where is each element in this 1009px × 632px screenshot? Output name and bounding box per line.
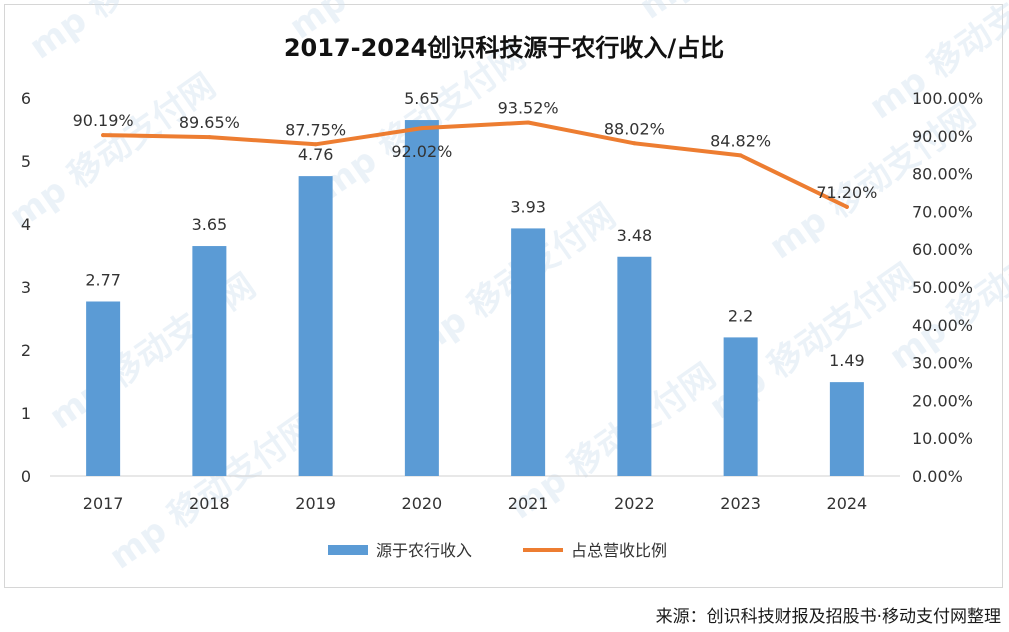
bar-2019: [298, 176, 333, 476]
watermark: mp 移动支付网: [862, 0, 1009, 127]
watermark: mp 移动支付网: [42, 266, 263, 437]
line-point: [844, 204, 849, 209]
y-left-tick-label: 0: [21, 467, 31, 486]
line-point: [313, 142, 318, 147]
x-tick-label: 2020: [402, 494, 443, 513]
line-data-label: 88.02%: [604, 119, 665, 138]
y-right-tick-label: 90.00%: [912, 127, 973, 146]
y-right-tick-label: 10.00%: [912, 429, 973, 448]
y-left-tick-label: 4: [21, 215, 31, 234]
y-left-tick-label: 2: [21, 341, 31, 360]
line-data-label: 90.19%: [73, 111, 134, 130]
line-data-label: 84.82%: [710, 131, 771, 150]
bar-data-label: 4.76: [298, 145, 334, 164]
x-tick-label: 2023: [720, 494, 761, 513]
y-right-tick-label: 50.00%: [912, 278, 973, 297]
x-tick-label: 2019: [295, 494, 336, 513]
bar-data-label: 3.93: [510, 197, 546, 216]
bar-data-label: 3.48: [617, 226, 653, 245]
source-note: 来源：创识科技财报及招股书·移动支付网整理: [655, 607, 1001, 627]
watermark: mp 移动支付网: [632, 0, 853, 27]
legend-label-bar: 源于农行收入: [376, 541, 472, 560]
line-data-label: 89.65%: [179, 113, 240, 132]
legend-label-line: 占总营收比例: [571, 541, 667, 560]
y-right-tick-label: 30.00%: [912, 354, 973, 373]
x-tick-label: 2017: [83, 494, 124, 513]
legend-swatch-bar: [328, 545, 368, 555]
x-tick-label: 2024: [827, 494, 868, 513]
chart-title: 2017-2024创识科技源于农行收入/占比: [284, 34, 724, 62]
chart-frame: [4, 4, 1003, 588]
y-right-tick-label: 80.00%: [912, 165, 973, 184]
y-left-tick-label: 3: [21, 278, 31, 297]
line-point: [101, 133, 106, 138]
bar-2024: [829, 382, 864, 476]
y-right-tick-label: 70.00%: [912, 202, 973, 221]
x-tick-label: 2018: [189, 494, 230, 513]
y-left-tick-label: 1: [21, 404, 31, 423]
bar-2021: [511, 228, 546, 476]
line-point: [207, 135, 212, 140]
line-data-label: 93.52%: [498, 98, 559, 117]
line-point: [419, 126, 424, 131]
bar-2020: [404, 120, 439, 477]
watermark: mp 移动支付网: [22, 0, 243, 67]
bar-data-label: 2.2: [728, 306, 753, 325]
y-right-tick-label: 100.00%: [912, 89, 983, 108]
bar-data-label: 2.77: [85, 270, 121, 289]
line-point: [738, 153, 743, 158]
line-point: [632, 141, 637, 146]
x-tick-label: 2022: [614, 494, 655, 513]
y-left-tick-label: 5: [21, 152, 31, 171]
y-right-tick-label: 20.00%: [912, 391, 973, 410]
line-series-ratio: [101, 120, 849, 209]
line-point: [526, 120, 531, 125]
y-left-tick-label: 6: [21, 89, 31, 108]
bar-2023: [723, 337, 758, 476]
bar-2022: [617, 256, 652, 476]
bar-data-label: 1.49: [829, 351, 865, 370]
bar-2017: [86, 301, 121, 476]
bar-2018: [192, 246, 227, 476]
x-tick-label: 2021: [508, 494, 549, 513]
y-right-tick-label: 60.00%: [912, 240, 973, 259]
bar-data-label: 5.65: [404, 89, 440, 108]
bar-data-label: 3.65: [192, 215, 228, 234]
line-data-label: 92.02%: [391, 142, 452, 161]
watermark: mp 移动支付网: [2, 66, 223, 237]
y-right-tick-label: 0.00%: [912, 467, 963, 486]
line-data-label: 87.75%: [285, 120, 346, 139]
y-right-tick-label: 40.00%: [912, 316, 973, 335]
line-data-label: 71.20%: [816, 183, 877, 202]
